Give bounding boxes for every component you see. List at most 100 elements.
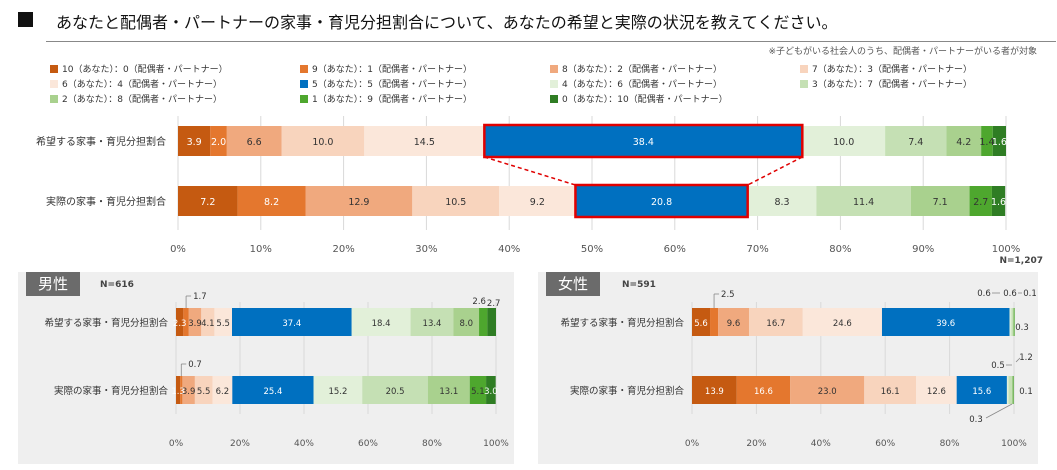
x-tick-label: 100%	[992, 244, 1021, 255]
x-tick-label: 100%	[1001, 439, 1027, 449]
male-n-label: N=616	[100, 280, 134, 290]
category-label: 実際の家事・育児分担割合	[570, 385, 685, 397]
legend-label: 9（あなた）：1（配偶者・パートナー）	[312, 65, 472, 75]
legend-label: 8（あなた）：2（配偶者・パートナー）	[562, 65, 722, 75]
x-tick-label: 80%	[422, 439, 442, 449]
data-label: 1.4	[979, 137, 994, 148]
bar-segment	[692, 308, 711, 336]
x-tick-label: 70%	[746, 244, 768, 255]
legend-swatch	[50, 94, 58, 103]
data-label: 7.2	[200, 197, 215, 208]
legend-swatch	[300, 79, 308, 88]
data-label: 18.4	[372, 319, 391, 329]
data-label: 2.7	[487, 299, 501, 309]
data-label: 38.4	[633, 137, 654, 148]
bar-segment	[969, 186, 992, 216]
x-tick-label: 50%	[581, 244, 603, 255]
data-label: 4.2	[956, 137, 971, 148]
legend-item: 1（あなた）：9（配偶者・パートナー）	[300, 92, 472, 105]
bar-segment	[313, 376, 363, 404]
legend-label: 2（あなた）：8（配偶者・パートナー）	[62, 95, 222, 105]
data-label: 14.5	[414, 137, 435, 148]
data-label: 0.1	[1019, 387, 1033, 397]
bar-segment	[747, 186, 817, 216]
category-label: 実際の家事・育児分担割合	[46, 195, 166, 208]
bar-segment	[802, 126, 886, 156]
legend-item: 4（あなた）：6（配偶者・パートナー）	[550, 77, 722, 90]
bar-segment	[692, 376, 737, 404]
bar-segment	[910, 186, 970, 216]
data-label: 5.5	[197, 387, 211, 397]
x-tick-label: 60%	[664, 244, 686, 255]
bar-segment	[453, 308, 480, 336]
highlight-box	[483, 123, 804, 159]
data-label: 25.4	[263, 387, 282, 397]
bar-segment	[194, 376, 213, 404]
bar-segment	[956, 376, 1007, 404]
bar-segment	[479, 308, 488, 336]
data-label: 8.2	[264, 197, 279, 208]
data-label: 37.4	[282, 319, 301, 329]
data-label: 8.3	[774, 197, 789, 208]
data-label: 11.4	[853, 197, 874, 208]
legend-item: 10（あなた）：0（配偶者・パートナー）	[50, 62, 228, 75]
bar-segment	[1013, 308, 1015, 336]
female-panel: 女性 N=591 0% 20% 40% 60% 80% 100% 希望する家事・育児分担割合…	[538, 272, 1038, 464]
data-label: 1.7	[193, 292, 207, 302]
data-label: 12.6	[927, 387, 946, 397]
legend-label: 7（あなた）：3（配偶者・パートナー）	[812, 65, 972, 75]
bar-segment	[178, 186, 238, 216]
data-label: 1.3	[171, 387, 185, 397]
bar-segment	[1006, 376, 1009, 404]
bar-segment	[1009, 308, 1012, 336]
page-title: あなたと配偶者・パートナーの家事・育児分担割合について、あなたの希望と実際の状況…	[56, 13, 838, 32]
data-label: 20.8	[651, 197, 672, 208]
bar-segment	[748, 308, 803, 336]
legend-swatch	[800, 64, 808, 73]
data-label: 3.9	[182, 387, 196, 397]
legend-label: 6（あなた）：4（配偶者・パートナー）	[62, 80, 222, 90]
category-label: 希望する家事・育児分担割合	[560, 317, 684, 329]
legend-label: 10（あなた）：0（配偶者・パートナー）	[62, 65, 228, 75]
bar-segment	[710, 308, 719, 336]
bar-segment	[412, 186, 500, 216]
legend-item: 0（あなた）：10（配偶者・パートナー）	[550, 92, 728, 105]
bar-segment	[816, 186, 911, 216]
legend-item: 5（あなた）：5（配偶者・パートナー）	[300, 77, 472, 90]
data-label: 2.5	[721, 290, 735, 300]
bar-segment	[210, 126, 227, 156]
data-label: 10.5	[445, 197, 466, 208]
bar-segment	[881, 308, 1010, 336]
data-label: 13.1	[439, 387, 458, 397]
bar-segment	[469, 376, 487, 404]
data-label: 4.1	[201, 319, 215, 329]
legend-label: 3（あなた）：7（配偶者・パートナー）	[812, 80, 972, 90]
legend-swatch	[550, 64, 558, 73]
bar-segment	[1012, 376, 1013, 404]
data-label: 2.0	[211, 137, 226, 148]
highlight-connector	[484, 156, 576, 186]
data-label: 5.1	[471, 387, 485, 397]
bar-segment	[487, 308, 496, 336]
bar-segment	[178, 126, 211, 156]
bar-segment	[992, 126, 1006, 156]
footnote: ※子どもがいる社会人のうち、配偶者・パートナーがいる者が対象	[768, 47, 1037, 57]
x-tick-label: 20%	[746, 439, 766, 449]
data-label: 10.0	[833, 137, 854, 148]
female-chart: 0% 20% 40% 60% 80% 100% 希望する家事・育児分担割合実際の家事・育児分…	[560, 289, 1036, 449]
data-label: 9.6	[727, 319, 741, 329]
bar-segment	[1012, 376, 1014, 404]
category-label: 希望する家事・育児分担割合	[36, 135, 166, 148]
data-label: 7.1	[933, 197, 948, 208]
data-label: 2.7	[973, 197, 988, 208]
bar-segment	[364, 126, 485, 156]
bar-segment	[1011, 308, 1014, 336]
female-panel-title: 女性	[546, 272, 601, 296]
legend-swatch	[300, 64, 308, 73]
x-tick-label: 30%	[415, 244, 437, 255]
total-n-label: N=1,207	[999, 256, 1043, 266]
bar-segment	[351, 308, 411, 336]
legend-label: 1（あなた）：9（配偶者・パートナー）	[312, 95, 472, 105]
bar-segment	[305, 186, 413, 216]
bar-segment	[946, 126, 982, 156]
